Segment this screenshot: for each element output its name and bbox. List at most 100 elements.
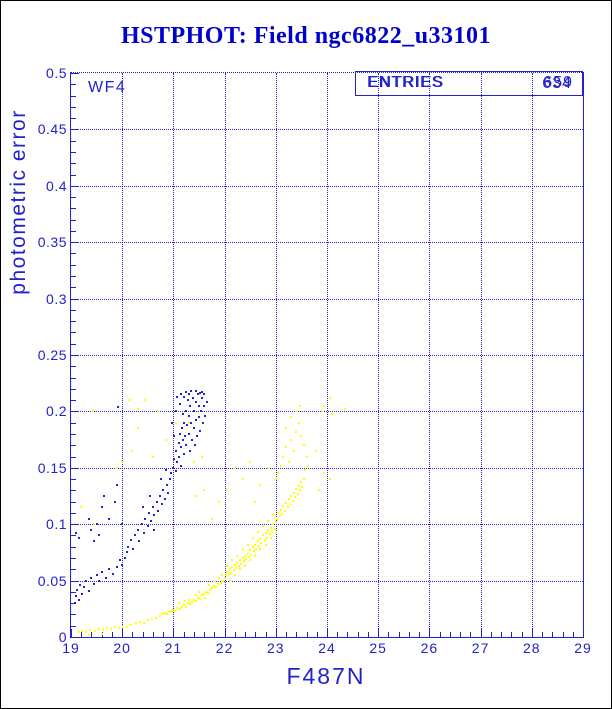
- data-point: [259, 548, 262, 551]
- data-point: [264, 532, 267, 535]
- data-point: [244, 554, 247, 557]
- data-point: [89, 629, 92, 632]
- data-point: [176, 461, 179, 464]
- data-point: [173, 457, 176, 460]
- data-point: [180, 605, 183, 608]
- x-minor-tick: [234, 632, 236, 637]
- data-point: [207, 592, 210, 594]
- x-major-tick: [327, 629, 328, 637]
- data-point: [142, 622, 145, 625]
- data-point: [287, 461, 290, 464]
- data-point: [174, 410, 177, 413]
- y-minor-tick: [71, 535, 76, 537]
- data-point: [188, 449, 191, 452]
- data-point: [144, 517, 147, 520]
- x-tick-label: 24: [318, 640, 336, 656]
- y-minor-tick: [71, 174, 76, 176]
- y-minor-tick: [71, 569, 76, 571]
- y-tick-label: 0.2: [46, 403, 67, 420]
- data-point: [93, 523, 96, 526]
- data-point: [117, 405, 120, 408]
- data-point: [157, 410, 160, 413]
- data-point: [299, 489, 302, 492]
- x-tick-label: 20: [113, 640, 131, 656]
- y-major-tick: [71, 242, 79, 244]
- data-point: [268, 533, 271, 536]
- data-point: [179, 446, 182, 449]
- data-point: [258, 544, 261, 547]
- data-point: [253, 550, 256, 553]
- data-point: [249, 549, 252, 552]
- data-point: [77, 598, 80, 601]
- data-point: [104, 577, 107, 580]
- y-minor-tick: [71, 614, 76, 616]
- y-minor-tick: [71, 332, 76, 334]
- y-minor-tick: [71, 445, 76, 447]
- data-point: [187, 598, 190, 601]
- x-major-tick: [122, 629, 124, 637]
- data-point: [281, 513, 284, 516]
- data-point: [202, 421, 205, 424]
- data-point: [138, 540, 141, 543]
- data-point: [200, 455, 203, 458]
- data-point: [156, 500, 159, 503]
- y-tick-label: 0.1: [46, 516, 67, 533]
- y-minor-tick: [71, 163, 76, 165]
- y-minor-tick: [71, 343, 76, 345]
- data-point: [127, 545, 130, 548]
- x-tick-label: 29: [574, 640, 592, 656]
- x-minor-tick: [111, 632, 113, 637]
- x-minor-tick: [296, 632, 298, 637]
- data-point: [131, 449, 134, 452]
- y-minor-tick: [71, 287, 76, 289]
- data-point: [134, 622, 137, 625]
- data-point: [81, 593, 84, 596]
- data-point: [93, 582, 96, 585]
- data-point: [263, 538, 266, 541]
- data-point: [218, 577, 221, 580]
- data-point: [201, 594, 204, 597]
- x-minor-tick: [521, 632, 523, 637]
- data-point: [196, 596, 199, 599]
- data-point: [116, 483, 119, 486]
- data-point: [331, 412, 334, 415]
- y-tick-label: 0.3: [46, 290, 67, 307]
- x-minor-tick: [552, 632, 554, 637]
- y-minor-tick: [71, 591, 76, 593]
- data-point: [233, 466, 236, 469]
- y-minor-tick: [71, 219, 76, 221]
- data-point: [130, 623, 133, 626]
- data-point: [134, 534, 136, 537]
- data-point: [180, 464, 183, 467]
- data-point: [205, 401, 208, 404]
- data-point: [215, 586, 218, 589]
- data-point: [183, 435, 186, 438]
- data-point: [267, 528, 270, 531]
- data-point: [181, 412, 184, 415]
- y-major-tick: [71, 355, 79, 356]
- data-point: [343, 408, 346, 411]
- data-point: [195, 495, 198, 497]
- data-point: [121, 461, 124, 464]
- x-minor-tick: [367, 632, 369, 637]
- data-point: [164, 438, 167, 441]
- horizontal-gridline: [71, 298, 583, 300]
- y-tick-label: 0.15: [37, 459, 67, 476]
- data-point: [269, 526, 272, 529]
- data-point: [150, 519, 153, 522]
- data-point: [249, 461, 252, 464]
- data-point: [210, 517, 213, 520]
- x-minor-tick: [449, 632, 451, 637]
- x-minor-tick: [572, 632, 574, 637]
- data-point: [290, 438, 293, 441]
- data-point: [100, 570, 103, 573]
- data-point: [161, 502, 164, 505]
- y-major-tick: [71, 580, 79, 582]
- data-point: [272, 514, 275, 517]
- data-point: [267, 466, 270, 469]
- data-point: [174, 470, 177, 473]
- data-point: [87, 633, 90, 636]
- data-point: [108, 568, 111, 571]
- data-point: [130, 538, 133, 541]
- data-point: [82, 586, 85, 589]
